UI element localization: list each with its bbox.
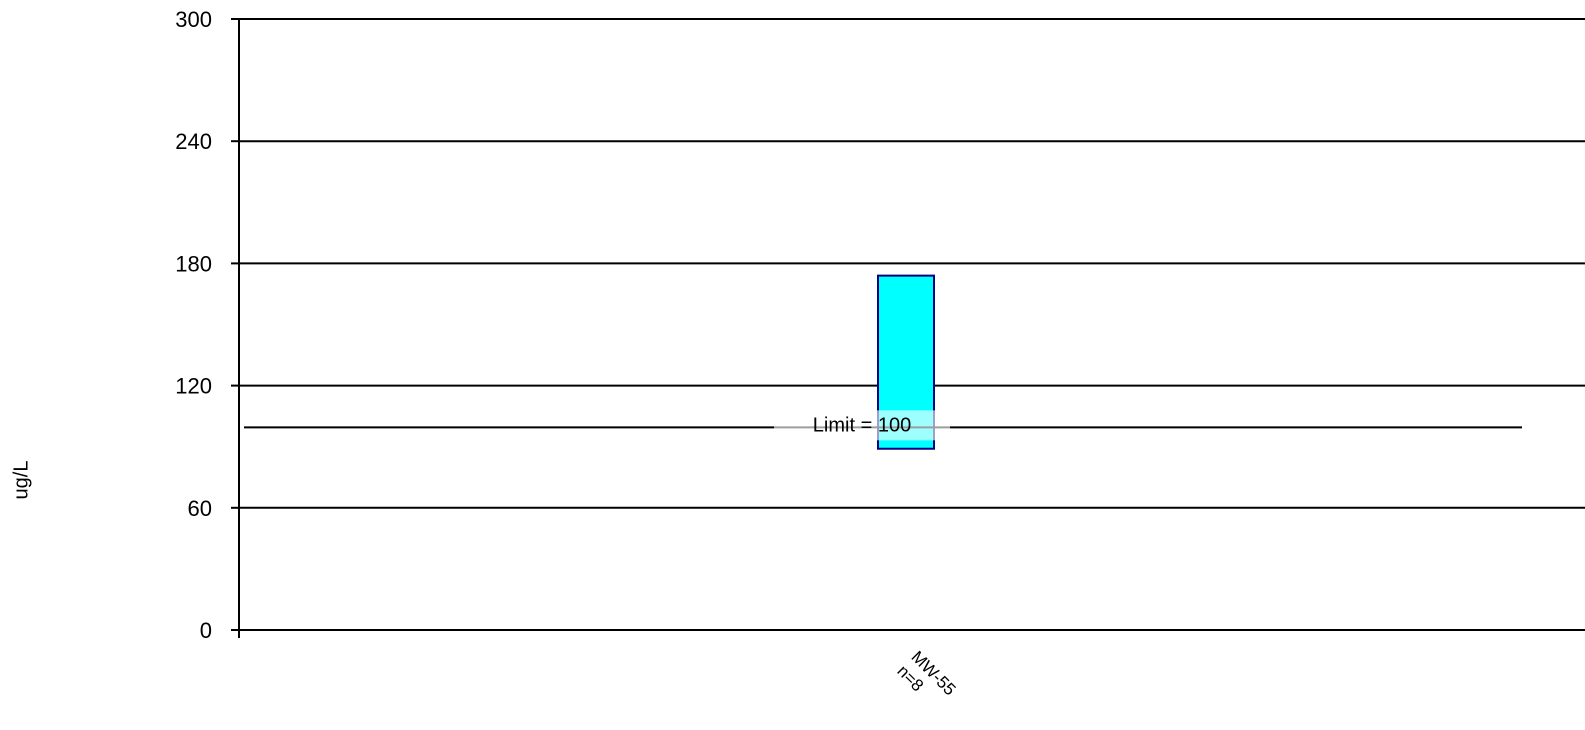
limit-label-background — [774, 410, 950, 441]
category-label-group: MW-55n=8 — [893, 647, 959, 699]
y-tick-label: 60 — [188, 496, 212, 521]
y-tick-label: 120 — [175, 374, 212, 399]
y-tick-label: 0 — [200, 618, 212, 643]
y-tick-label: 300 — [175, 7, 212, 32]
y-tick-label: 240 — [175, 129, 212, 154]
y-tick-label: 180 — [175, 251, 212, 276]
limit-label: Limit = 100 — [813, 414, 911, 436]
